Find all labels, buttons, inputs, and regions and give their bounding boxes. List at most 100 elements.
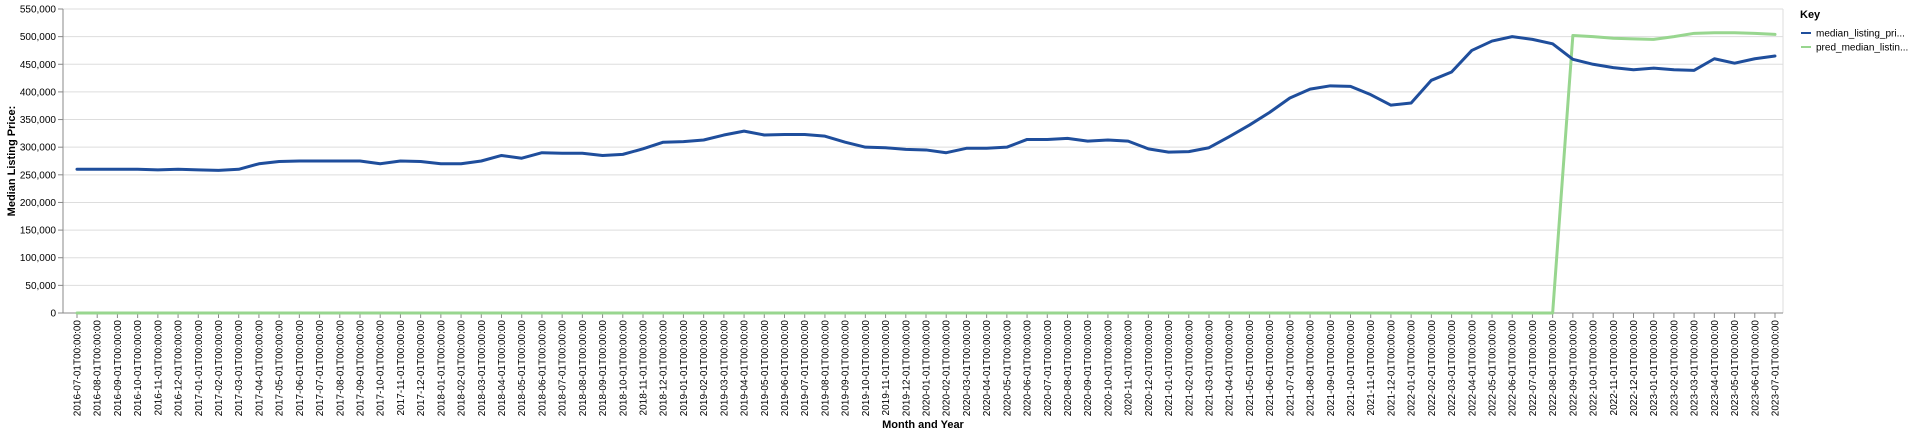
x-tick-label: 2017-07-01T00:00:00 — [315, 320, 326, 417]
x-tick-label: 2020-11-01T00:00:00 — [1124, 320, 1135, 416]
x-tick-label: 2017-03-01T00:00:00 — [234, 320, 245, 417]
y-tick-label: 50,000 — [25, 281, 56, 292]
x-tick-label: 2023-01-01T00:00:00 — [1649, 320, 1660, 417]
x-tick-label: 2017-05-01T00:00:00 — [275, 320, 286, 417]
y-tick-label: 550,000 — [20, 5, 57, 16]
x-tick-label: 2022-07-01T00:00:00 — [1528, 320, 1539, 417]
x-tick-label: 2019-11-01T00:00:00 — [881, 320, 892, 416]
x-tick-label: 2016-10-01T00:00:00 — [133, 320, 144, 417]
x-tick-label: 2023-07-01T00:00:00 — [1771, 320, 1782, 417]
x-tick-label: 2018-10-01T00:00:00 — [618, 320, 629, 417]
x-tick-label: 2023-03-01T00:00:00 — [1690, 320, 1701, 417]
x-tick-label: 2020-01-01T00:00:00 — [922, 320, 933, 417]
x-tick-label: 2020-09-01T00:00:00 — [1083, 320, 1094, 417]
x-tick-label: 2021-02-01T00:00:00 — [1184, 320, 1195, 417]
y-tick-label: 250,000 — [20, 170, 57, 181]
x-tick-label: 2019-01-01T00:00:00 — [679, 320, 690, 417]
y-tick-label: 150,000 — [20, 226, 57, 237]
y-axis: 0 50,000 100,000 150,000 200,000 250,000 300,0… — [20, 5, 63, 320]
x-tick-label: 2016-11-01T00:00:00 — [153, 320, 164, 416]
x-axis: 2016-07-01T00:00:00 2016-08-01T00:00:00 20… — [73, 313, 1782, 416]
x-tick-label: 2019-02-01T00:00:00 — [699, 320, 710, 417]
x-tick-label: 2021-11-01T00:00:00 — [1366, 320, 1377, 416]
y-tick-label: 350,000 — [20, 115, 57, 126]
x-tick-label: 2016-07-01T00:00:00 — [73, 320, 84, 417]
x-tick-label: 2018-08-01T00:00:00 — [578, 320, 589, 417]
y-tick-label: 200,000 — [20, 198, 57, 209]
gridlines — [63, 8, 1783, 314]
x-tick-label: 2021-01-01T00:00:00 — [1164, 320, 1175, 417]
x-tick-label: 2020-08-01T00:00:00 — [1063, 320, 1074, 417]
x-tick-label: 2021-03-01T00:00:00 — [1205, 320, 1216, 417]
x-tick-label: 2021-05-01T00:00:00 — [1245, 320, 1256, 417]
x-tick-label: 2022-01-01T00:00:00 — [1407, 320, 1418, 417]
series-lines — [75, 31, 1777, 315]
x-tick-label: 2020-07-01T00:00:00 — [1043, 320, 1054, 417]
x-tick-label: 2017-08-01T00:00:00 — [335, 320, 346, 417]
x-tick-label: 2019-09-01T00:00:00 — [841, 320, 852, 417]
x-tick-label: 2022-06-01T00:00:00 — [1508, 320, 1519, 417]
x-tick-label: 2020-02-01T00:00:00 — [942, 320, 953, 417]
x-tick-label: 2021-06-01T00:00:00 — [1265, 320, 1276, 417]
y-tick-label: 0 — [50, 309, 56, 320]
x-tick-label: 2022-11-01T00:00:00 — [1609, 320, 1620, 416]
x-tick-label: 2018-04-01T00:00:00 — [497, 320, 508, 417]
x-tick-label: 2017-09-01T00:00:00 — [356, 320, 367, 417]
x-tick-label: 2023-04-01T00:00:00 — [1710, 320, 1721, 417]
x-tick-label: 2021-09-01T00:00:00 — [1326, 320, 1337, 417]
y-tick-label: 300,000 — [20, 143, 57, 154]
x-tick-label: 2020-12-01T00:00:00 — [1144, 320, 1155, 417]
x-tick-label: 2017-11-01T00:00:00 — [396, 320, 407, 416]
x-tick-label: 2021-07-01T00:00:00 — [1285, 320, 1296, 417]
x-tick-label: 2017-06-01T00:00:00 — [295, 320, 306, 417]
y-tick-label: 100,000 — [20, 253, 57, 264]
x-tick-label: 2023-05-01T00:00:00 — [1730, 320, 1741, 417]
x-tick-label: 2021-10-01T00:00:00 — [1346, 320, 1357, 417]
x-axis-title: Month and Year — [882, 419, 964, 431]
x-tick-label: 2022-10-01T00:00:00 — [1589, 320, 1600, 417]
legend-label: median_listing_pri... — [1816, 29, 1905, 40]
x-tick-label: 2022-05-01T00:00:00 — [1488, 320, 1499, 417]
legend-items: median_listing_pri... pred_median_listin.… — [1801, 29, 1908, 54]
x-tick-label: 2017-12-01T00:00:00 — [416, 320, 427, 417]
x-tick-label: 2019-12-01T00:00:00 — [901, 320, 912, 417]
legend-label: pred_median_listin... — [1816, 43, 1908, 54]
x-tick-label: 2020-05-01T00:00:00 — [1002, 320, 1013, 417]
x-tick-label: 2018-01-01T00:00:00 — [436, 320, 447, 417]
x-tick-label: 2016-12-01T00:00:00 — [174, 320, 185, 417]
x-tick-label: 2023-02-01T00:00:00 — [1669, 320, 1680, 417]
x-tick-label: 2021-04-01T00:00:00 — [1225, 320, 1236, 417]
x-tick-label: 2018-05-01T00:00:00 — [517, 320, 528, 417]
x-tick-label: 2016-08-01T00:00:00 — [93, 320, 104, 417]
legend-title: Key — [1800, 9, 1821, 21]
x-tick-label: 2019-04-01T00:00:00 — [740, 320, 751, 417]
x-tick-label: 2018-02-01T00:00:00 — [457, 320, 468, 417]
x-tick-label: 2019-06-01T00:00:00 — [780, 320, 791, 417]
x-tick-label: 2017-10-01T00:00:00 — [376, 320, 387, 417]
y-tick-label: 450,000 — [20, 60, 57, 71]
x-tick-label: 2021-08-01T00:00:00 — [1306, 320, 1317, 417]
x-tick-label: 2017-01-01T00:00:00 — [194, 320, 205, 417]
x-tick-label: 2019-10-01T00:00:00 — [861, 320, 872, 417]
x-tick-label: 2018-11-01T00:00:00 — [639, 320, 650, 416]
x-tick-label: 2022-02-01T00:00:00 — [1427, 320, 1438, 417]
x-tick-label: 2020-06-01T00:00:00 — [1023, 320, 1034, 417]
x-tick-label: 2022-12-01T00:00:00 — [1629, 320, 1640, 417]
x-tick-label: 2020-03-01T00:00:00 — [962, 320, 973, 417]
x-tick-label: 2019-03-01T00:00:00 — [719, 320, 730, 417]
y-tick-label: 400,000 — [20, 87, 57, 98]
x-tick-label: 2022-08-01T00:00:00 — [1548, 320, 1559, 417]
series-line — [75, 31, 1777, 315]
x-tick-label: 2018-12-01T00:00:00 — [659, 320, 670, 417]
series-line — [75, 35, 1777, 172]
x-tick-label: 2022-03-01T00:00:00 — [1447, 320, 1458, 417]
x-tick-label: 2018-09-01T00:00:00 — [598, 320, 609, 417]
y-axis-title: Median Listing Price: — [6, 106, 18, 217]
x-tick-label: 2019-05-01T00:00:00 — [760, 320, 771, 417]
x-tick-label: 2018-06-01T00:00:00 — [537, 320, 548, 417]
x-tick-label: 2020-10-01T00:00:00 — [1103, 320, 1114, 417]
x-tick-label: 2022-09-01T00:00:00 — [1568, 320, 1579, 417]
x-tick-label: 2018-07-01T00:00:00 — [558, 320, 569, 417]
x-tick-label: 2021-12-01T00:00:00 — [1386, 320, 1397, 417]
